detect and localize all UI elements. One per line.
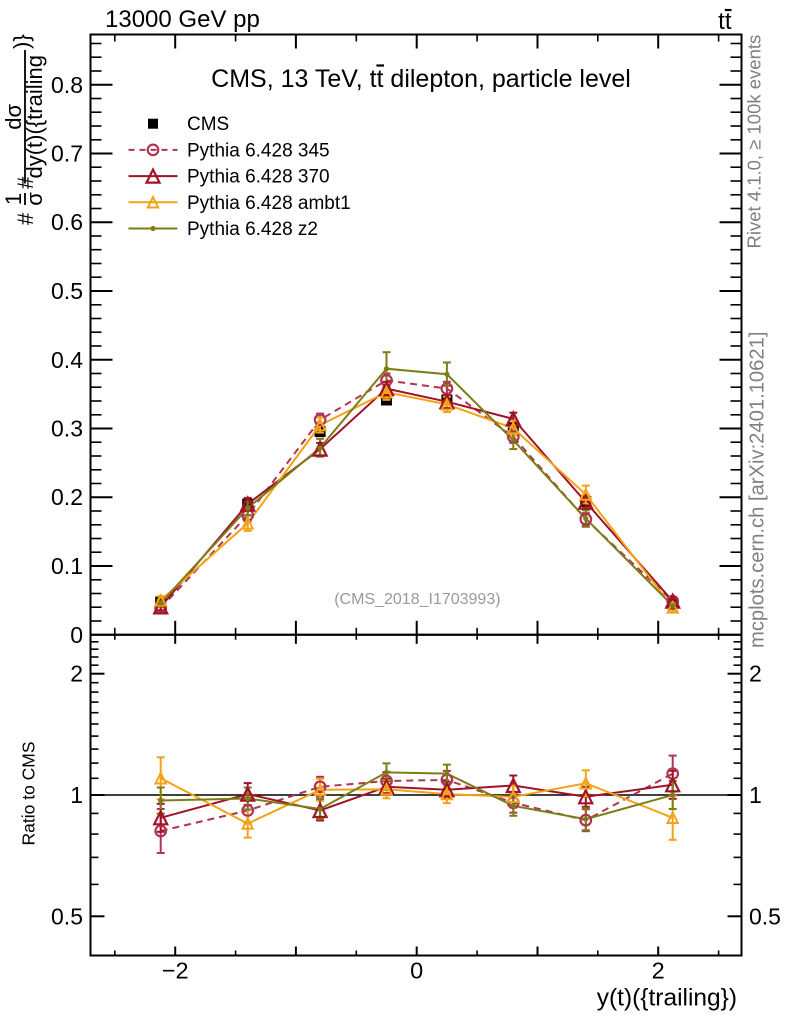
svg-text:13000 GeV pp: 13000 GeV pp <box>105 6 260 33</box>
svg-text:Ratio to CMS: Ratio to CMS <box>19 741 39 845</box>
svg-text:mcplots.cern.ch [arXiv:2401.10: mcplots.cern.ch [arXiv:2401.10621] <box>747 332 769 648</box>
svg-text:0: 0 <box>70 622 83 648</box>
svg-text:Pythia 6.428 345: Pythia 6.428 345 <box>187 140 330 161</box>
svg-text:0.8: 0.8 <box>51 72 83 98</box>
svg-text:Pythia 6.428 370: Pythia 6.428 370 <box>187 167 330 188</box>
svg-text:0.2: 0.2 <box>51 484 83 510</box>
svg-text:CMS, 13 TeV, tt dilepton, part: CMS, 13 TeV, tt dilepton, particle level <box>211 65 631 93</box>
svg-text:0.5: 0.5 <box>749 903 781 929</box>
svg-text:dσ: dσ <box>1 103 26 129</box>
svg-text:0.3: 0.3 <box>51 416 83 442</box>
svg-text:0.6: 0.6 <box>51 209 83 235</box>
svg-text:CMS: CMS <box>187 114 229 135</box>
svg-text:Pythia 6.428 z2: Pythia 6.428 z2 <box>187 219 318 240</box>
svg-text:dy(t)({trailing: dy(t)({trailing <box>22 55 47 178</box>
svg-text:2: 2 <box>652 958 665 984</box>
svg-text:1: 1 <box>1 193 26 205</box>
svg-text:1: 1 <box>70 782 83 808</box>
svg-text:Rivet 4.1.0, ≥ 100k events: Rivet 4.1.0, ≥ 100k events <box>744 35 765 249</box>
svg-text:y(t)({trailing}): y(t)({trailing}) <box>597 985 737 1012</box>
svg-text:tt: tt <box>718 8 732 35</box>
svg-text:2: 2 <box>749 661 762 687</box>
svg-text:#: # <box>13 212 38 225</box>
svg-text:0.7: 0.7 <box>51 141 83 167</box>
svg-text:0.4: 0.4 <box>51 347 83 373</box>
svg-text:2: 2 <box>70 661 83 687</box>
svg-text:σ: σ <box>22 192 47 206</box>
svg-text:1: 1 <box>749 782 762 808</box>
svg-text:(CMS_2018_I1703993): (CMS_2018_I1703993) <box>334 591 500 608</box>
svg-text:)}: )} <box>9 34 34 49</box>
svg-text:0.1: 0.1 <box>51 553 83 579</box>
svg-text:0: 0 <box>410 958 423 984</box>
svg-text:−2: −2 <box>162 958 189 984</box>
svg-text:Pythia 6.428 ambt1: Pythia 6.428 ambt1 <box>187 193 351 214</box>
svg-text:0.5: 0.5 <box>51 903 83 929</box>
svg-text:0.5: 0.5 <box>51 278 83 304</box>
